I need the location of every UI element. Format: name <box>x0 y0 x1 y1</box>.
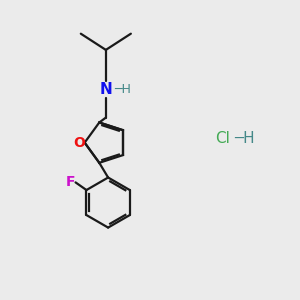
Text: ─H: ─H <box>234 131 254 146</box>
Text: N: N <box>100 82 112 97</box>
Text: O: O <box>73 136 85 150</box>
Text: F: F <box>66 176 76 189</box>
Text: ─H: ─H <box>114 82 131 95</box>
Text: Cl: Cl <box>215 131 230 146</box>
